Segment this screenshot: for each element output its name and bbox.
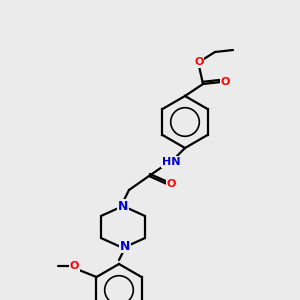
Text: O: O: [166, 179, 176, 189]
Text: N: N: [120, 239, 130, 253]
Text: O: O: [70, 261, 79, 271]
Text: O: O: [194, 57, 204, 67]
Text: N: N: [118, 200, 128, 212]
Text: HN: HN: [162, 157, 180, 167]
Text: O: O: [220, 77, 230, 87]
